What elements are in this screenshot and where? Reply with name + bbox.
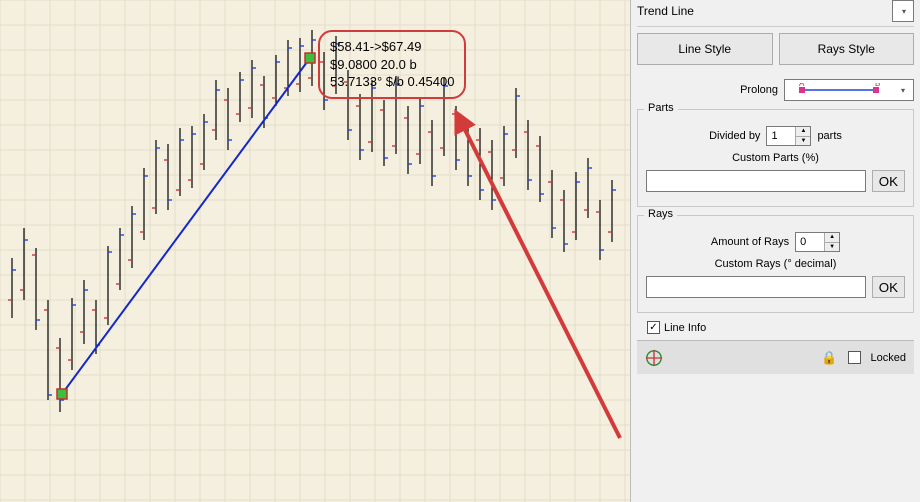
divided-by-input[interactable]: ▲ ▼: [766, 126, 811, 146]
chart-area[interactable]: $58.41->$67.49 $9.0800 20.0 b 53.7133° $…: [0, 0, 630, 502]
spin-up-icon[interactable]: ▲: [824, 233, 839, 243]
rays-style-button[interactable]: Rays Style: [779, 33, 915, 65]
parts-group-title: Parts: [644, 102, 678, 114]
amount-rays-label: Amount of Rays: [711, 236, 789, 248]
svg-text:B: B: [875, 83, 880, 88]
parts-suffix: parts: [817, 130, 841, 142]
info-line-1: $58.41->$67.49: [330, 38, 454, 56]
rays-group-title: Rays: [644, 208, 677, 220]
rays-ok-button[interactable]: OK: [872, 276, 905, 298]
locked-checkbox[interactable]: [848, 351, 861, 364]
spin-up-icon[interactable]: ▲: [795, 127, 810, 137]
chevron-down-icon: ▾: [897, 2, 911, 20]
prolong-label: Prolong: [740, 84, 778, 96]
lock-icon: 🔒: [821, 350, 837, 366]
crosshair-icon[interactable]: [645, 349, 663, 367]
amount-rays-value[interactable]: [796, 233, 824, 251]
prolong-preview-icon: A B: [789, 83, 889, 97]
custom-parts-input[interactable]: [646, 170, 866, 192]
locked-label: Locked: [871, 352, 906, 364]
line-info-checkbox[interactable]: ✓: [647, 321, 660, 334]
prolong-combo[interactable]: A B ▾: [784, 79, 914, 101]
properties-panel: Trend Line ▾ Line Style Rays Style Prolo…: [630, 0, 920, 502]
custom-rays-input[interactable]: [646, 276, 866, 298]
parts-ok-button[interactable]: OK: [872, 170, 905, 192]
line-info-label: Line Info: [664, 322, 706, 334]
custom-parts-label: Custom Parts (%): [732, 152, 819, 164]
panel-header-combo[interactable]: ▾: [892, 0, 914, 22]
info-line-3: 53.7133° $/b 0.45400: [330, 73, 454, 91]
amount-rays-input[interactable]: ▲ ▼: [795, 232, 840, 252]
parts-group: Parts Divided by ▲ ▼ parts Custom Parts …: [637, 109, 914, 207]
line-style-button[interactable]: Line Style: [637, 33, 773, 65]
panel-title: Trend Line: [637, 4, 694, 18]
line-info-box: $58.41->$67.49 $9.0800 20.0 b 53.7133° $…: [318, 30, 466, 99]
rays-group: Rays Amount of Rays ▲ ▼ Custom Rays (° d…: [637, 215, 914, 313]
chart-svg: [0, 0, 630, 502]
spin-down-icon[interactable]: ▼: [795, 137, 810, 146]
panel-footer: 🔒 Locked: [637, 340, 914, 374]
divided-by-value[interactable]: [767, 127, 795, 145]
info-line-2: $9.0800 20.0 b: [330, 56, 454, 74]
custom-rays-label: Custom Rays (° decimal): [715, 258, 837, 270]
svg-text:A: A: [799, 83, 805, 88]
divided-by-label: Divided by: [709, 130, 760, 142]
spin-down-icon[interactable]: ▼: [824, 243, 839, 252]
chevron-down-icon: ▾: [895, 81, 911, 99]
